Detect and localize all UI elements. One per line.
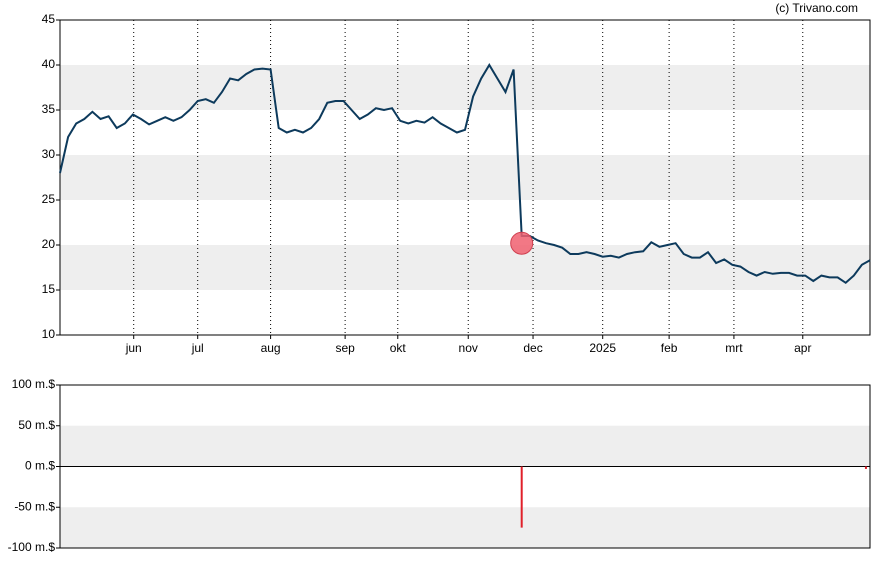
y-tick-label: 20 (42, 237, 56, 251)
y-tick-label: 50 m.$ (18, 418, 55, 432)
y-tick-label: -50 m.$ (14, 499, 55, 513)
band (60, 245, 870, 290)
x-tick-label: okt (390, 341, 407, 355)
x-tick-label: 2025 (589, 341, 616, 355)
y-tick-label: 30 (42, 147, 56, 161)
y-tick-label: 100 m.$ (12, 377, 56, 391)
y-tick-label: 45 (42, 12, 56, 26)
x-tick-label: nov (459, 341, 478, 355)
plot-frame (59, 19, 871, 336)
y-tick-label: 0 m.$ (25, 459, 55, 473)
y-tick-label: 10 (42, 327, 56, 341)
y-tick-label: -100 m.$ (8, 540, 56, 554)
x-tick-label: feb (661, 341, 678, 355)
credit: (c) Trivano.com (775, 1, 858, 15)
x-tick-label: aug (261, 341, 281, 355)
x-tick-label: jun (125, 341, 142, 355)
x-tick-label: sep (335, 341, 355, 355)
band (60, 425, 870, 467)
y-tick-label: 40 (42, 57, 56, 71)
x-tick-label: apr (794, 341, 811, 355)
bar (864, 466, 867, 469)
highlight-marker (510, 231, 534, 255)
y-tick-label: 15 (42, 282, 56, 296)
price-line (59, 63, 871, 285)
y-tick-label: 35 (42, 102, 56, 116)
bar (520, 466, 523, 528)
band (60, 507, 870, 548)
y-tick-label: 25 (42, 192, 56, 206)
band (60, 155, 870, 200)
x-tick-label: jul (191, 341, 204, 355)
band (60, 65, 870, 110)
x-tick-label: dec (523, 341, 542, 355)
x-tick-label: mrt (725, 341, 743, 355)
